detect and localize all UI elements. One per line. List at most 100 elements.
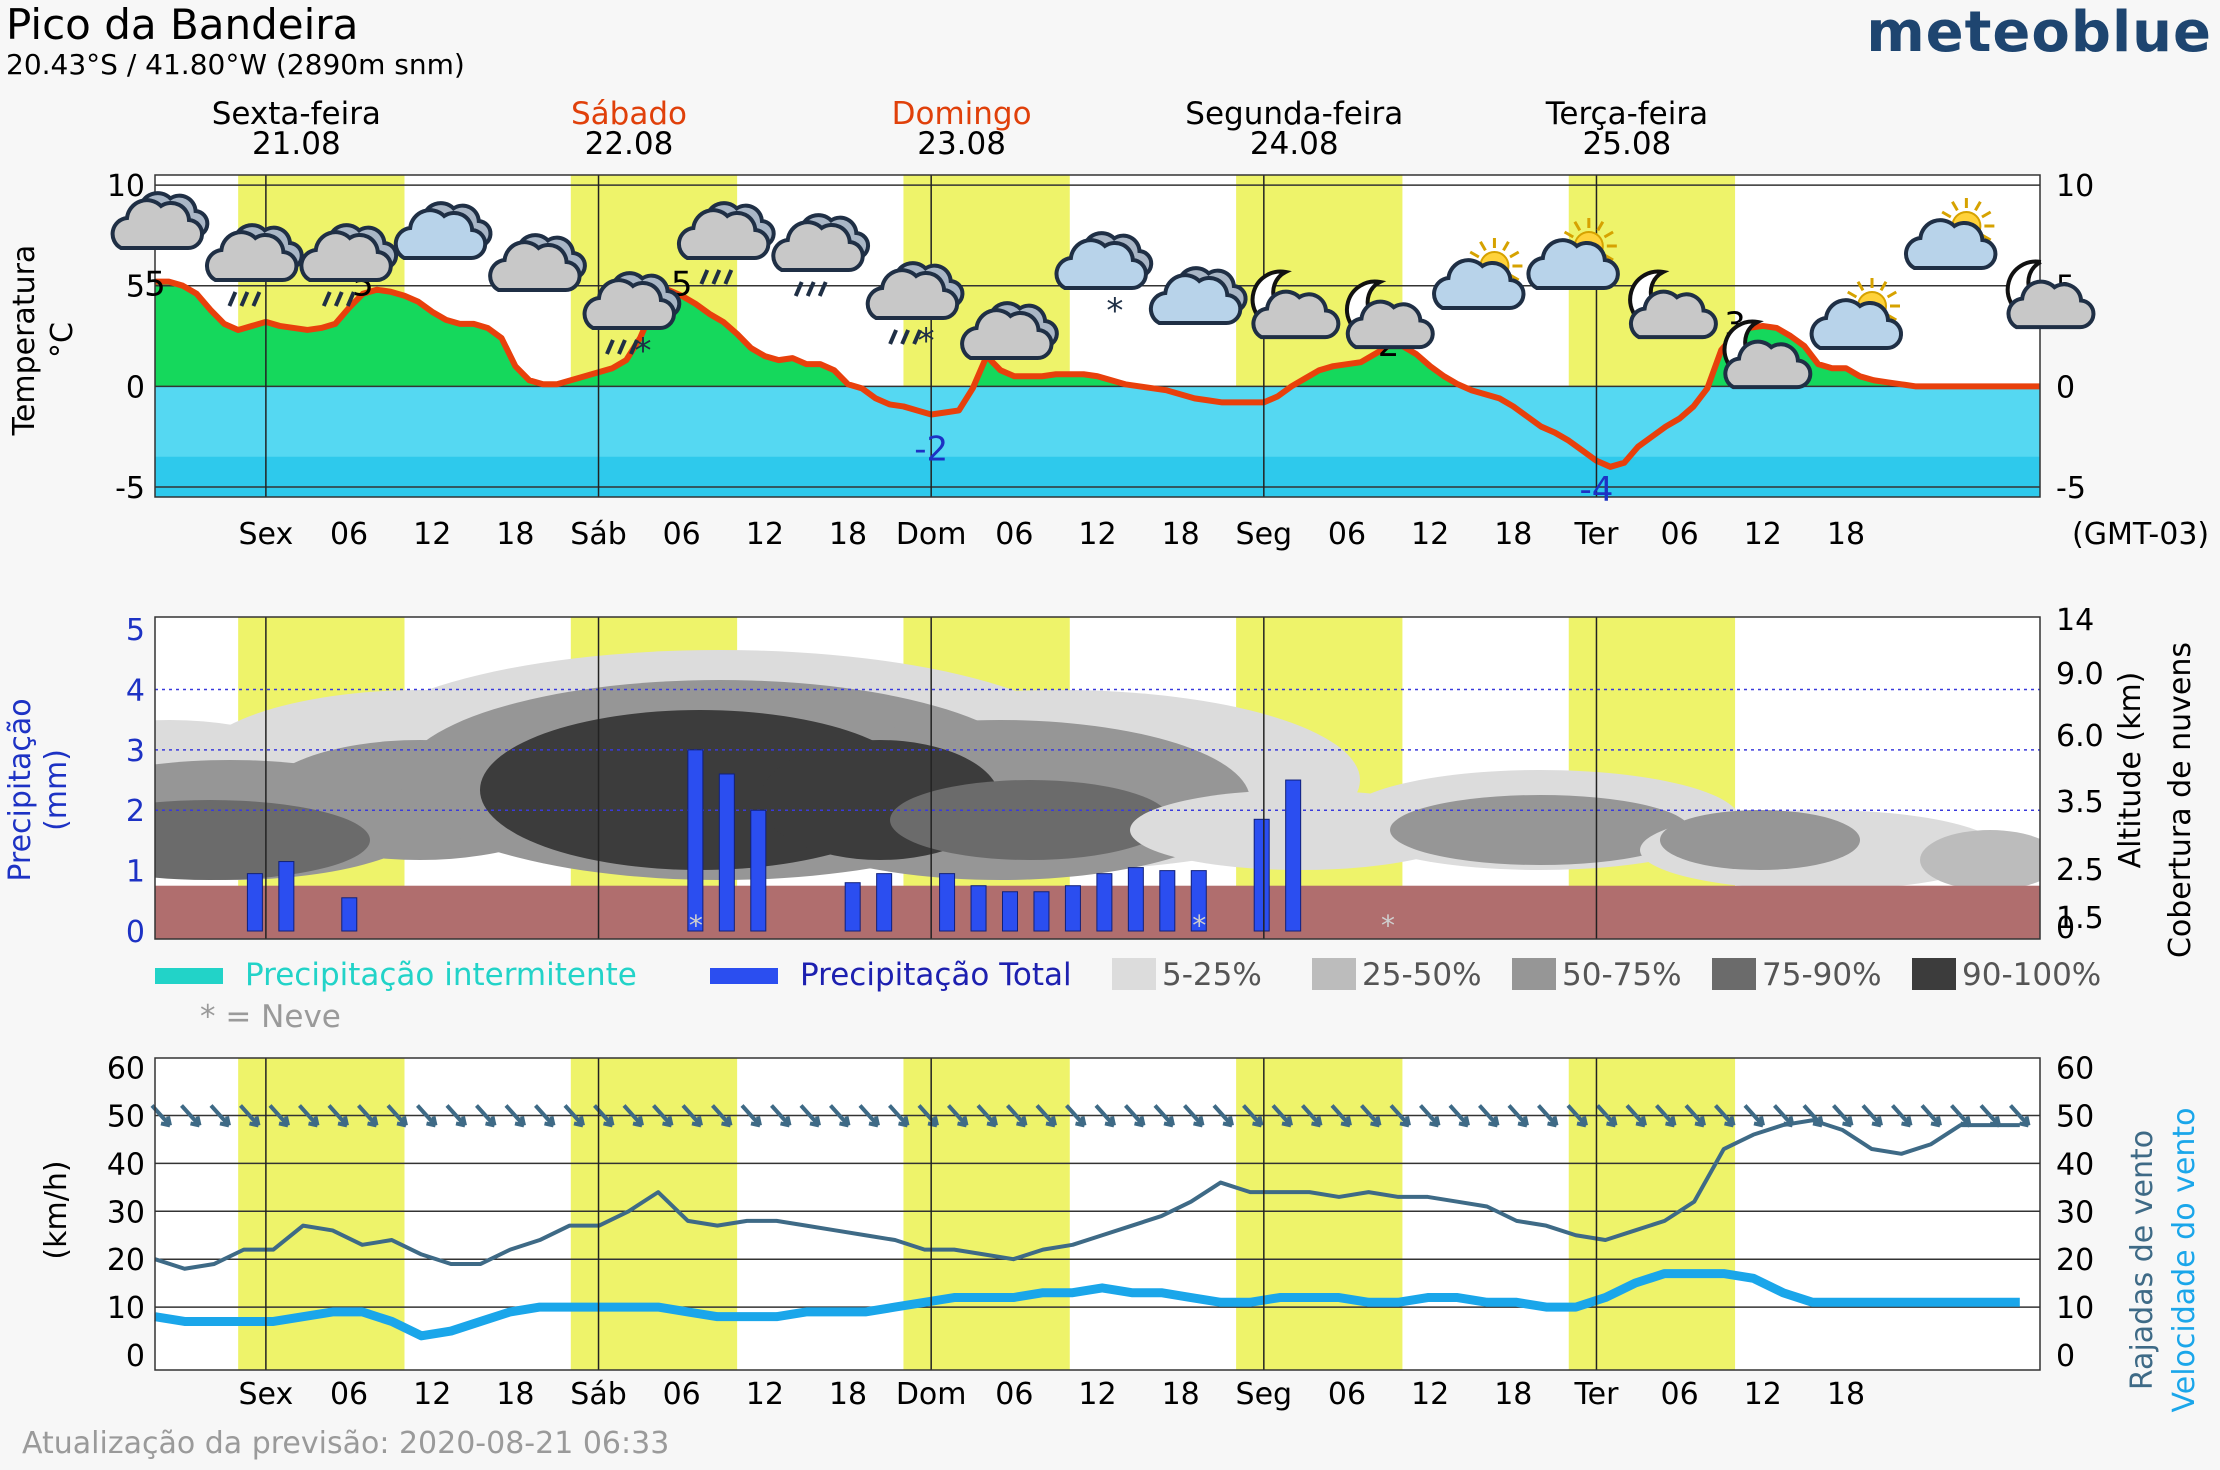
time-tick-label: 18 xyxy=(1827,517,1865,552)
overcast-cloud-icon xyxy=(960,301,1059,361)
time-tick-label: Sáb xyxy=(570,1377,626,1412)
sun-ray xyxy=(1509,250,1520,259)
precipitation-bar xyxy=(1001,891,1018,932)
sun-cloud-icon xyxy=(1904,198,1998,271)
precip-tick-label: 0 xyxy=(126,915,145,950)
cloud-cover-area xyxy=(155,800,370,880)
legend-swatch-cloud-cover xyxy=(1112,958,1156,990)
cloud-shape xyxy=(1809,298,1904,351)
legend-label-cloud-cover: 75-90% xyxy=(1762,957,1882,993)
sun-cloud-icon xyxy=(1432,238,1526,311)
gust-axis-label: Rajadas de vento xyxy=(2125,1130,2160,1390)
sun-ray xyxy=(1603,230,1614,239)
time-tick-label: 06 xyxy=(995,1377,1033,1412)
precipitation-bar xyxy=(1159,870,1176,932)
rain-drop xyxy=(817,281,828,297)
wind-direction-arrow xyxy=(976,1104,998,1128)
time-tick-label: 18 xyxy=(1494,1377,1532,1412)
rain-drop xyxy=(912,329,922,345)
day-name: Terça-feira xyxy=(1545,96,1708,132)
sun-ray xyxy=(1596,221,1605,232)
cloud-shape xyxy=(299,230,393,283)
precip-axis-label: Precipitação xyxy=(3,698,38,881)
time-tick-label: 06 xyxy=(663,517,701,552)
cloud-shape xyxy=(1148,273,1243,326)
wind-tick-label-left: 40 xyxy=(107,1147,145,1182)
rain-cloud-icon xyxy=(677,201,776,285)
legend-swatch-cloud-cover xyxy=(1912,958,1956,990)
cloud-shape xyxy=(582,278,676,331)
cloud-shape xyxy=(1432,258,1526,311)
legend-label-total: Precipitação Total xyxy=(800,957,1072,993)
time-tick-label: 06 xyxy=(1661,517,1699,552)
wind-direction-arrow xyxy=(888,1104,910,1128)
wind-direction-arrow xyxy=(652,1104,674,1128)
wind-daylight-band xyxy=(1236,1058,1403,1370)
wind-speed-line xyxy=(154,1269,2020,1341)
temp-tick-label-right: 0 xyxy=(2056,370,2075,405)
brand-logo[interactable]: meteoblue xyxy=(1866,0,2212,65)
cloud-cover-axis-label: Cobertura de nuvens xyxy=(2163,642,2198,958)
cloud-shape xyxy=(1723,339,1813,390)
wind-direction-arrow xyxy=(327,1104,349,1128)
snow-marker: * xyxy=(1381,909,1395,942)
sun-ray xyxy=(1941,210,1952,219)
wind-direction-arrow xyxy=(2009,1104,2031,1128)
time-tick-label: 18 xyxy=(496,1377,534,1412)
wind-direction-arrow xyxy=(1832,1104,1854,1128)
time-tick-label: 12 xyxy=(746,517,784,552)
rain-snow-cloud-icon: * xyxy=(865,261,965,361)
wind-direction-arrow xyxy=(1507,1104,1529,1128)
wind-direction-arrow xyxy=(1389,1104,1411,1128)
time-tick-label: 12 xyxy=(1078,1377,1116,1412)
temp-axis-label: Temperatura xyxy=(7,245,42,437)
night-cloud-icon xyxy=(1628,269,1718,340)
snow-marker: * xyxy=(689,909,703,942)
time-tick-label: Sex xyxy=(239,517,294,552)
time-tick-label: Ter xyxy=(1573,517,1619,552)
overcast-cloud-icon xyxy=(110,191,210,251)
altitude-tick-label: 1.5 xyxy=(2056,901,2104,936)
day-date: 22.08 xyxy=(585,126,674,162)
time-tick-label: Dom xyxy=(896,517,967,552)
wind-tick-label-right: 50 xyxy=(2056,1099,2094,1134)
precipitation-bar xyxy=(687,749,704,932)
wind-direction-arrow xyxy=(1065,1104,1087,1128)
cloud-cover-area xyxy=(1660,810,1860,870)
precip-tick-label: 2 xyxy=(126,794,145,829)
precipitation-bar xyxy=(1190,870,1207,932)
cloud-shape xyxy=(771,220,865,273)
sun-ray xyxy=(1951,201,1959,212)
rain-drop xyxy=(900,329,910,345)
wind-direction-arrow xyxy=(504,1104,526,1128)
day-date: 25.08 xyxy=(1583,126,1672,162)
legend-label-cloud-cover: 5-25% xyxy=(1162,957,1262,993)
altitude-tick-label: 14 xyxy=(2056,603,2094,638)
wind-direction-arrow xyxy=(445,1104,467,1128)
cloud-shape xyxy=(1904,218,1998,271)
time-tick-label: 12 xyxy=(1411,517,1449,552)
rain-drop xyxy=(239,291,250,307)
wind-direction-arrow xyxy=(1920,1104,1942,1128)
temperature-data-label: 5 xyxy=(144,265,166,305)
time-tick-label: 12 xyxy=(746,1377,784,1412)
wind-direction-arrow xyxy=(858,1104,880,1128)
time-tick-label: 18 xyxy=(1827,1377,1865,1412)
wind-direction-arrow xyxy=(475,1104,497,1128)
temp-axis-unit: °C xyxy=(45,322,80,358)
legend-label-cloud-cover: 90-100% xyxy=(1962,957,2101,993)
altitude-tick-label: 0 xyxy=(2056,911,2075,946)
wind-direction-arrow xyxy=(1743,1104,1765,1128)
wind-direction-arrow xyxy=(740,1104,762,1128)
cloudy-icon xyxy=(1148,266,1248,326)
location-title: Pico da Bandeira xyxy=(6,0,359,49)
cloud-shape xyxy=(393,208,488,261)
time-tick-label: 18 xyxy=(1494,517,1532,552)
forecast-update-time: Atualização da previsão: 2020-08-21 06:3… xyxy=(22,1426,670,1461)
rain-drop xyxy=(888,329,898,345)
sun-ray xyxy=(1502,241,1510,252)
wind-direction-arrow xyxy=(1153,1104,1175,1128)
wind-direction-arrow xyxy=(1124,1104,1146,1128)
cloudy-icon xyxy=(393,201,493,261)
